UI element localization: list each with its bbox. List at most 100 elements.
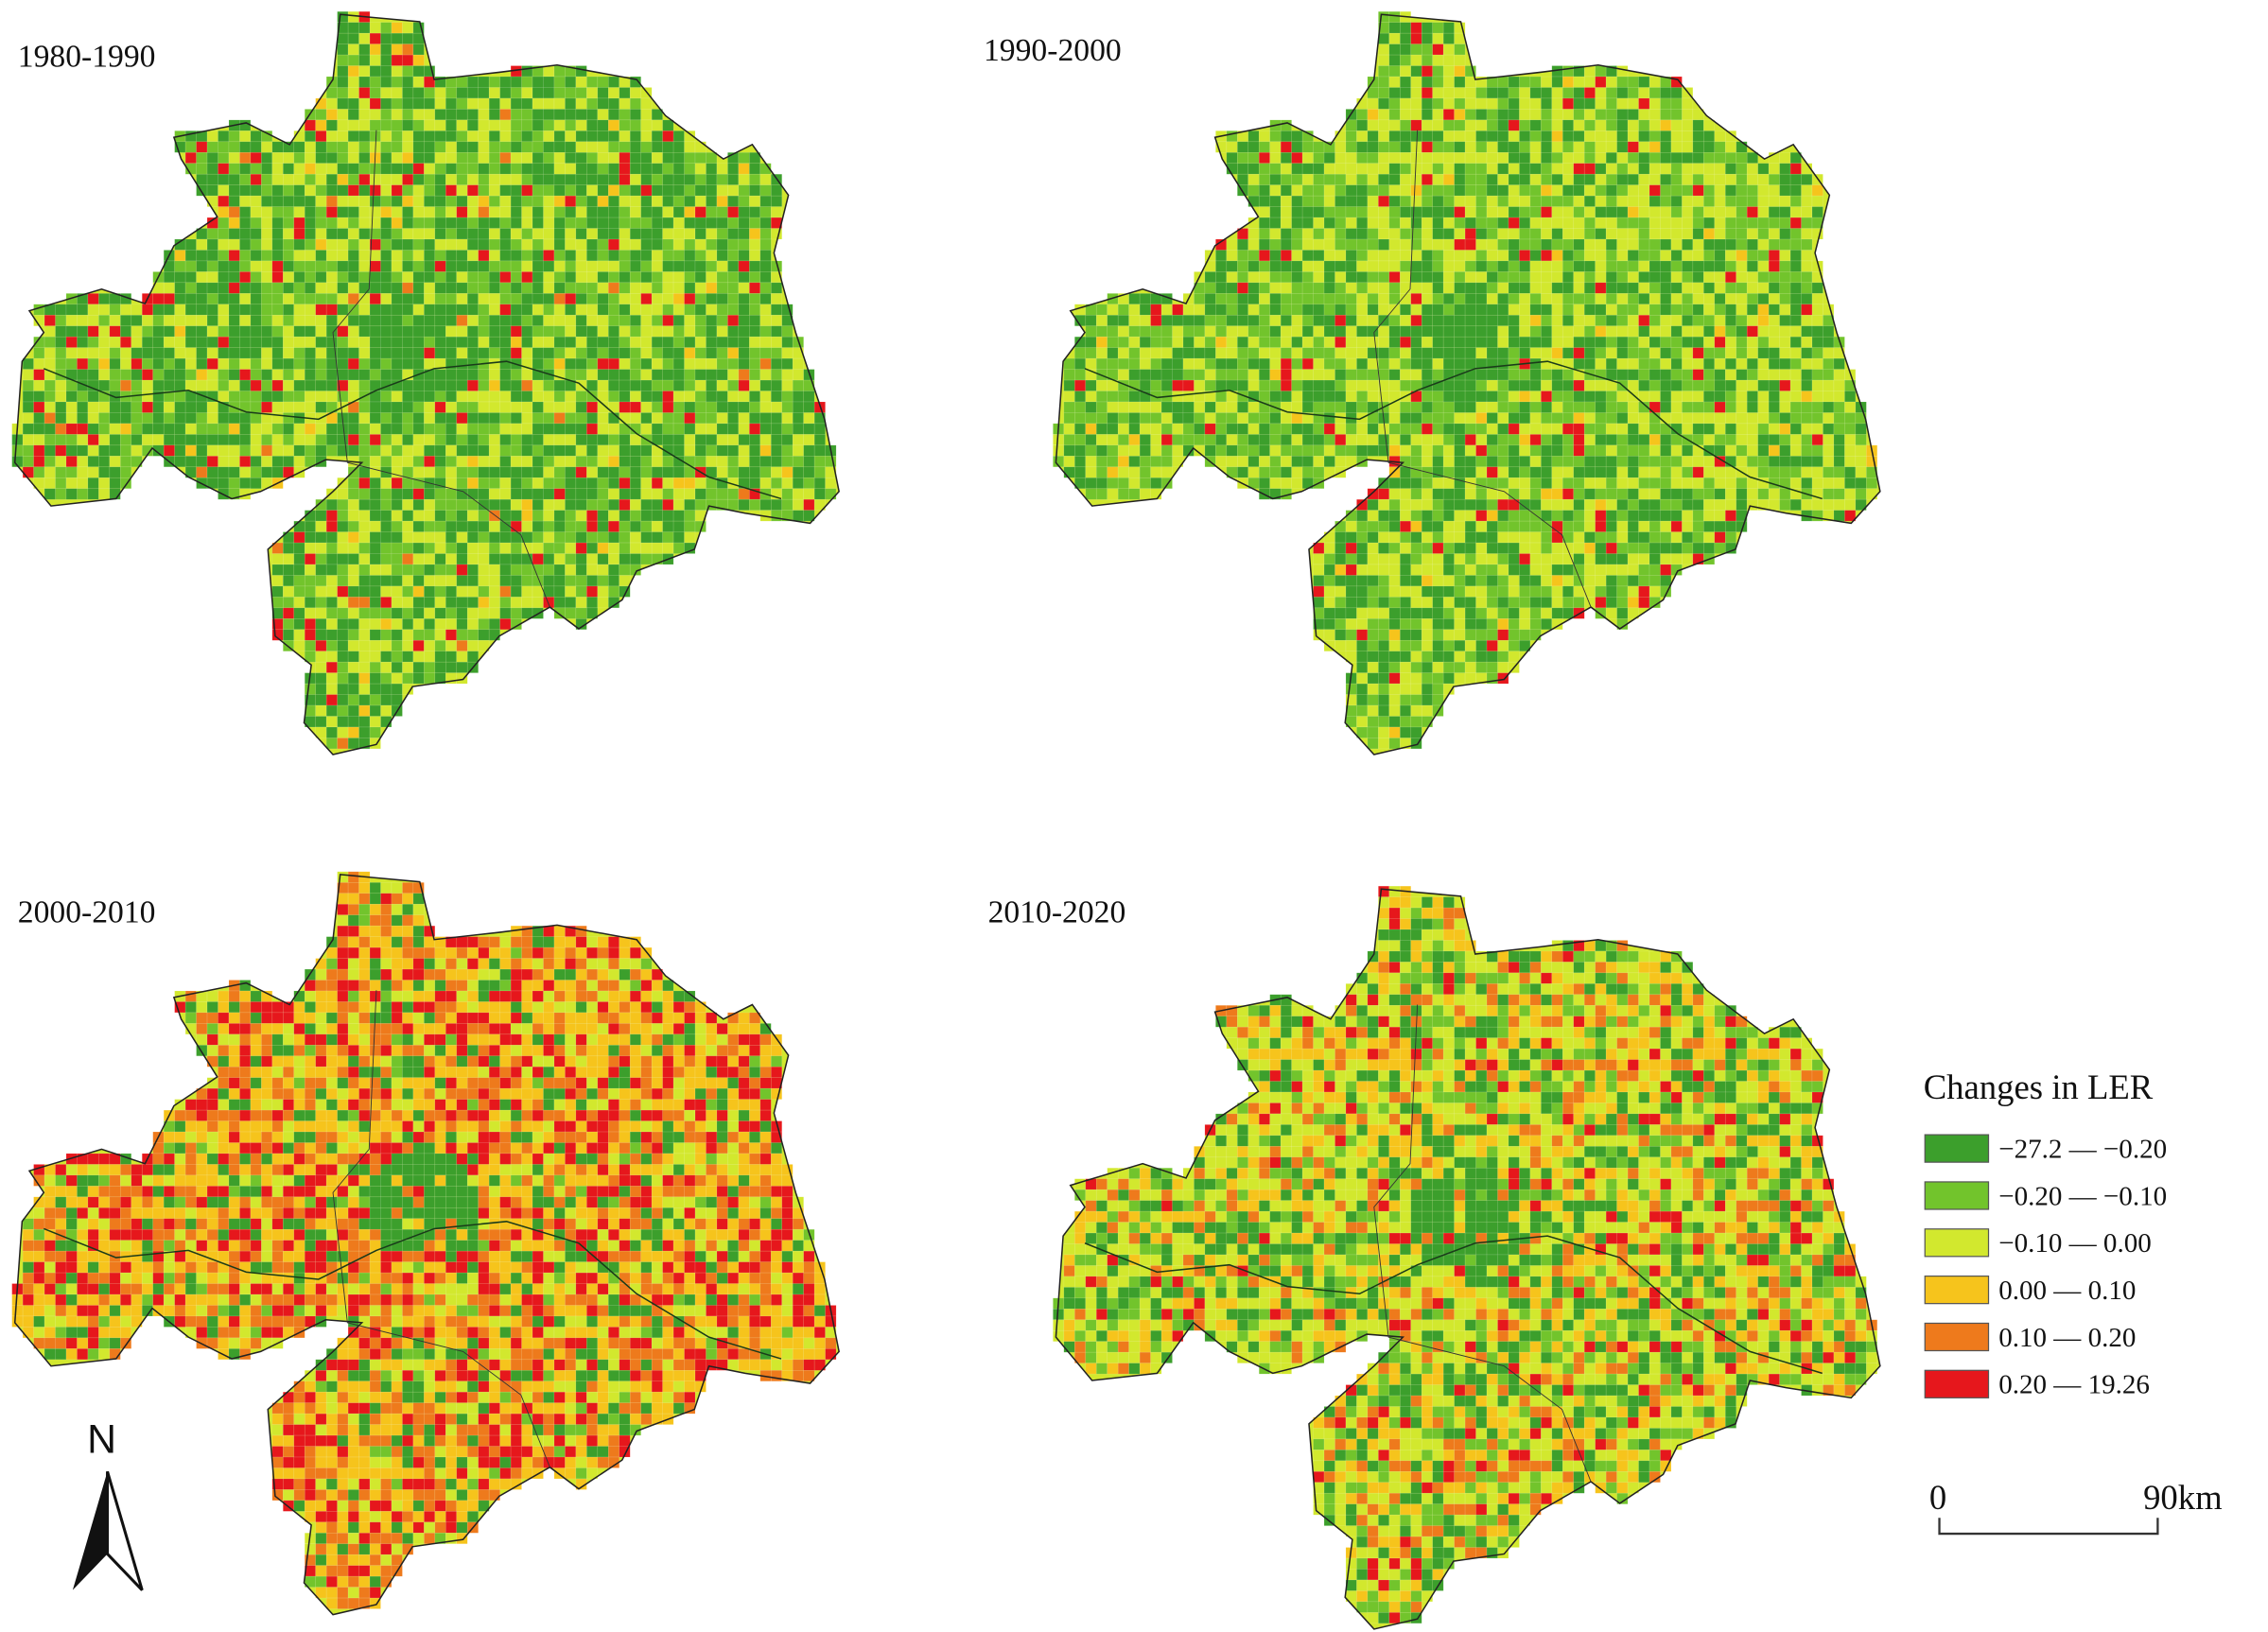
grid-cell [1823, 347, 1835, 359]
grid-cell [510, 195, 522, 207]
grid-cell [803, 498, 815, 511]
grid-cell [1280, 119, 1292, 131]
grid-cell [1649, 217, 1661, 229]
grid-cell [619, 444, 631, 457]
grid-cell [1541, 97, 1553, 110]
grid-cell [1508, 141, 1520, 153]
grid-cell [1237, 401, 1249, 413]
grid-cell [369, 597, 381, 609]
grid-cell [1388, 43, 1401, 56]
grid-cell [1464, 97, 1476, 110]
grid-cell [283, 434, 295, 446]
grid-cell [369, 293, 381, 305]
grid-cell [293, 553, 305, 565]
grid-cell [553, 597, 566, 609]
grid-cell [391, 651, 403, 663]
grid-cell [1649, 444, 1661, 457]
grid-cell [337, 704, 349, 717]
grid-cell [445, 130, 458, 143]
grid-cell [206, 336, 218, 348]
grid-cell [1269, 314, 1282, 327]
grid-cell [1724, 217, 1737, 229]
grid-cell [358, 119, 371, 131]
grid-cell [1258, 304, 1271, 316]
grid-cell [1454, 271, 1466, 284]
grid-cell [1789, 206, 1802, 218]
grid-cell [391, 325, 403, 338]
grid-cell [424, 542, 436, 554]
grid-cell [597, 597, 609, 609]
grid-cell [640, 325, 653, 338]
grid-cell [640, 510, 653, 522]
grid-cell [206, 466, 218, 478]
grid-cell [543, 498, 555, 511]
grid-cell [358, 585, 371, 598]
grid-cell [565, 217, 577, 229]
grid-cell [456, 477, 468, 490]
grid-cell [1714, 130, 1726, 143]
grid-cell [184, 369, 197, 381]
grid-cell [706, 444, 718, 457]
grid-cell [532, 347, 544, 359]
grid-cell [1583, 250, 1596, 262]
grid-cell [325, 379, 338, 391]
grid-cell [543, 325, 555, 338]
grid-cell [607, 531, 620, 544]
grid-cell [553, 314, 566, 327]
grid-cell [358, 726, 371, 738]
grid-cell [337, 163, 349, 175]
grid-cell [488, 336, 500, 348]
grid-cell [369, 336, 381, 348]
grid-cell [597, 130, 609, 143]
grid-cell [1291, 304, 1303, 316]
grid-cell [1736, 195, 1748, 207]
grid-cell [304, 618, 317, 631]
grid-cell [510, 510, 522, 522]
grid-cell [1399, 314, 1412, 327]
grid-cell [1269, 195, 1282, 207]
grid-cell [716, 271, 728, 284]
grid-cell [1139, 401, 1151, 413]
grid-cell [315, 379, 327, 391]
grid-cell [1605, 271, 1617, 284]
grid-cell [651, 173, 663, 185]
grid-cell [1095, 423, 1108, 435]
grid-cell [1714, 163, 1726, 175]
grid-cell [1410, 195, 1422, 207]
grid-cell [250, 456, 262, 468]
grid-cell [239, 119, 252, 131]
grid-cell [358, 694, 371, 706]
grid-cell [706, 195, 718, 207]
grid-cell [1595, 238, 1607, 251]
grid-cell [684, 423, 696, 435]
grid-cell [716, 173, 728, 185]
grid-cell [402, 412, 414, 425]
grid-cell [499, 195, 512, 207]
grid-cell [684, 336, 696, 348]
grid-cell [640, 531, 653, 544]
grid-cell [466, 444, 480, 457]
grid-cell [672, 510, 685, 522]
grid-cell [706, 357, 718, 370]
grid-cell [684, 412, 696, 425]
grid-cell [218, 357, 230, 370]
grid-cell [1573, 391, 1585, 403]
grid-cell [1529, 260, 1542, 272]
grid-cell [347, 173, 359, 185]
grid-cell [456, 651, 468, 663]
grid-cell [510, 282, 522, 294]
grid-cell [412, 141, 425, 153]
grid-cell [586, 391, 599, 403]
grid-cell [488, 575, 500, 587]
grid-cell [553, 260, 566, 272]
grid-cell [1345, 347, 1357, 359]
grid-cell [1736, 217, 1748, 229]
grid-cell [1291, 217, 1303, 229]
grid-cell [347, 738, 359, 750]
grid-cell [662, 184, 674, 197]
grid-cell [184, 238, 197, 251]
grid-cell [218, 391, 230, 403]
grid-cell [543, 520, 555, 532]
grid-cell [1811, 304, 1823, 316]
grid-cell [1811, 357, 1823, 370]
